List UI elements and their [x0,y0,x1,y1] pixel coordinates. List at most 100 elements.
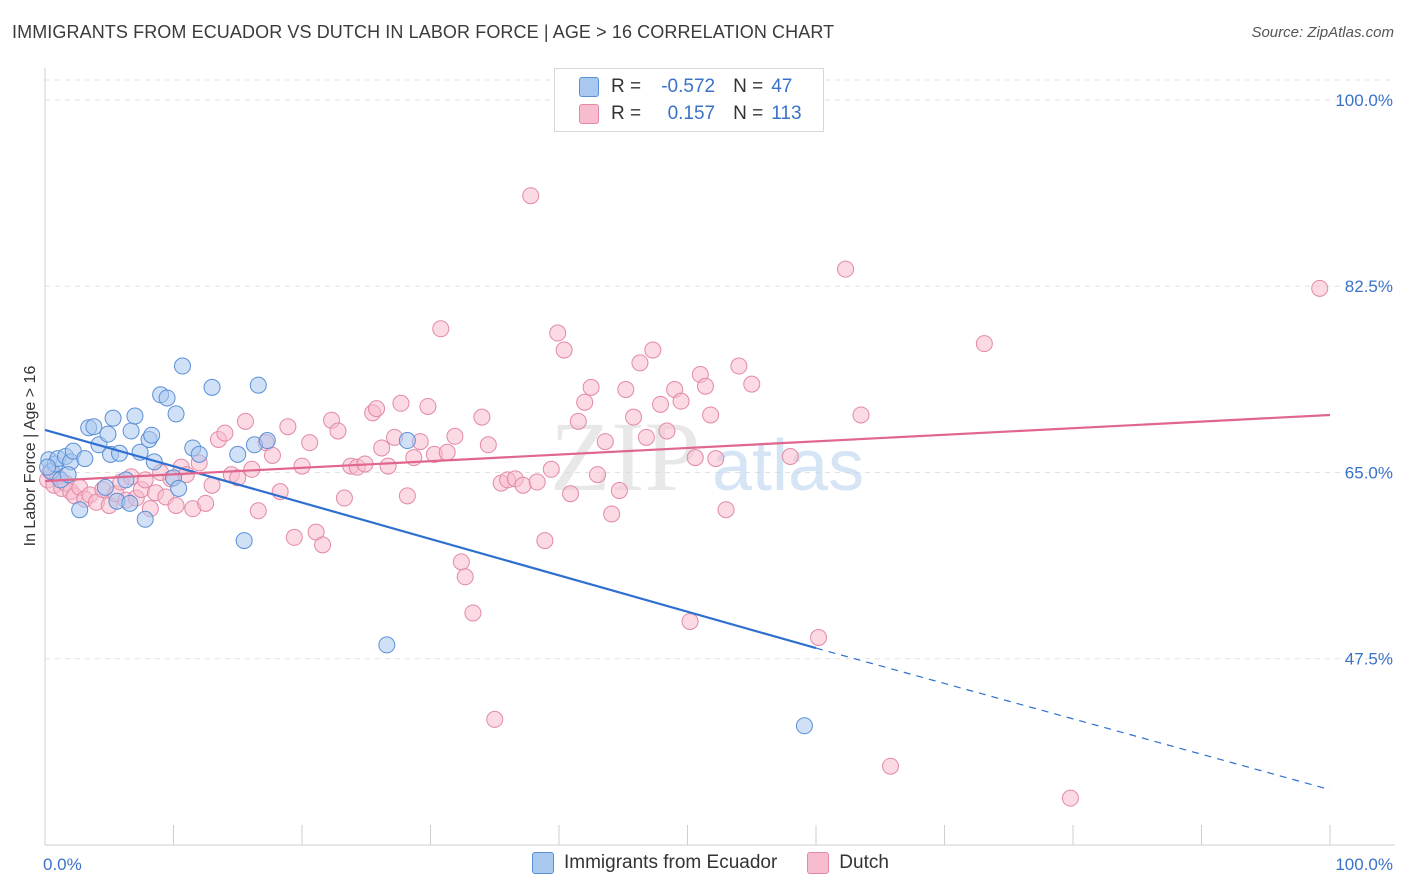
ecuador-point [235,532,253,550]
dutch-point [432,320,450,338]
dutch-point [479,436,497,454]
dutch-point [335,489,353,507]
data-points [39,187,1329,807]
dutch-point [419,397,437,415]
dutch-point [596,433,614,451]
dutch-point [514,476,532,494]
dutch-point [314,536,332,554]
dutch-point [686,449,704,467]
dutch-point [625,408,643,426]
dutch-point [438,443,456,461]
ecuador-point [229,445,247,463]
ecuador-point [136,510,154,528]
dutch-point [652,395,670,413]
trend-lines [44,413,1331,791]
series-label-ecuador: Immigrants from Ecuador [564,852,778,873]
grid-lines [45,79,1395,660]
dutch-point [658,422,676,440]
dutch-point [293,457,311,475]
ecuador-point [122,422,140,440]
series-label-dutch: Dutch [839,852,889,873]
dutch-point [379,457,397,475]
ecuador-point [39,458,57,476]
series-legend: Immigrants from Ecuador Dutch [532,852,919,874]
y-tick-label: 65.0% [1345,463,1393,482]
dutch-point [637,428,655,446]
y-tick-label: 47.5% [1345,650,1393,669]
dutch-point [368,400,386,418]
ecuador-point [167,405,185,423]
dutch-point [631,354,649,372]
series-swatch-dutch [807,852,830,874]
ecuador-point [121,494,139,512]
source-label: Source: ZipAtlas.com [1251,24,1394,41]
dutch-point [249,502,267,520]
series-swatch-ecuador [532,852,554,874]
dutch-point [542,460,560,478]
ecuador-point [378,636,396,654]
ecuador-point [795,717,813,735]
legend-row-dutch: R = 0.157 N = 113 [579,101,802,127]
dutch-point [562,485,580,503]
legend-n-label: N = [733,76,764,97]
dutch-point [329,422,347,440]
dutch-point [555,341,573,359]
ecuador-point [96,478,114,496]
dutch-point [263,446,281,464]
dutch-point [229,469,247,487]
ecuador-point [398,432,416,450]
ecuador-point [203,378,221,396]
dutch-point [569,412,587,430]
dutch-point [975,335,993,353]
dutch-point [852,406,870,424]
dutch-point [672,392,690,410]
dutch-point [702,406,720,424]
ecuador-point [143,426,161,444]
ecuador-point [158,389,176,407]
correlation-legend: R = -0.572 N = 47 R = 0.157 N = 113 [554,68,824,132]
dutch-point [452,553,470,571]
legend-swatch-dutch [579,104,599,124]
y-axis-label: In Labor Force | Age > 16 [22,366,39,547]
dutch-point [882,757,900,775]
ecuador-trend-line [44,428,817,650]
ecuador-point [190,445,208,463]
dutch-point [522,187,540,205]
dutch-point [464,604,482,622]
y-tick-label: 82.5% [1345,277,1393,296]
series-legend-ecuador: Immigrants from Ecuador [532,852,777,874]
dutch-point [236,412,254,430]
ecuador-point [85,418,103,436]
watermark-atlas: atlas [712,426,864,506]
dutch-point [717,501,735,519]
dutch-point [167,496,185,514]
ecuador-point [99,425,117,443]
dutch-point [1061,789,1079,807]
y-tick-label: 100.0% [1335,91,1393,110]
ecuador-point [117,471,135,489]
dutch-point [696,377,714,395]
legend-n-label: N = [733,103,764,124]
dutch-point [197,494,215,512]
dutch-point [528,473,546,491]
dutch-point [486,710,504,728]
dutch-point [617,380,635,398]
dutch-point [373,439,391,457]
dutch-point [301,434,319,452]
dutch-point [473,408,491,426]
legend-swatch-ecuador [579,77,599,97]
dutch-point [549,324,567,342]
dutch-point [707,450,725,468]
dutch-point [456,568,474,586]
dutch-point [279,418,297,436]
tick-labels: 47.5% 65.0% 82.5% 100.0% 0.0% 100.0% [43,91,1393,874]
ecuador-trend-line-extension [815,647,1331,791]
legend-r-value: -0.572 [661,76,716,97]
dutch-point [285,528,303,546]
dutch-point [610,482,628,500]
dutch-point [576,393,594,411]
x-tick-label: 100.0% [1335,855,1393,874]
dutch-point [392,394,410,412]
dutch-point [681,612,699,630]
